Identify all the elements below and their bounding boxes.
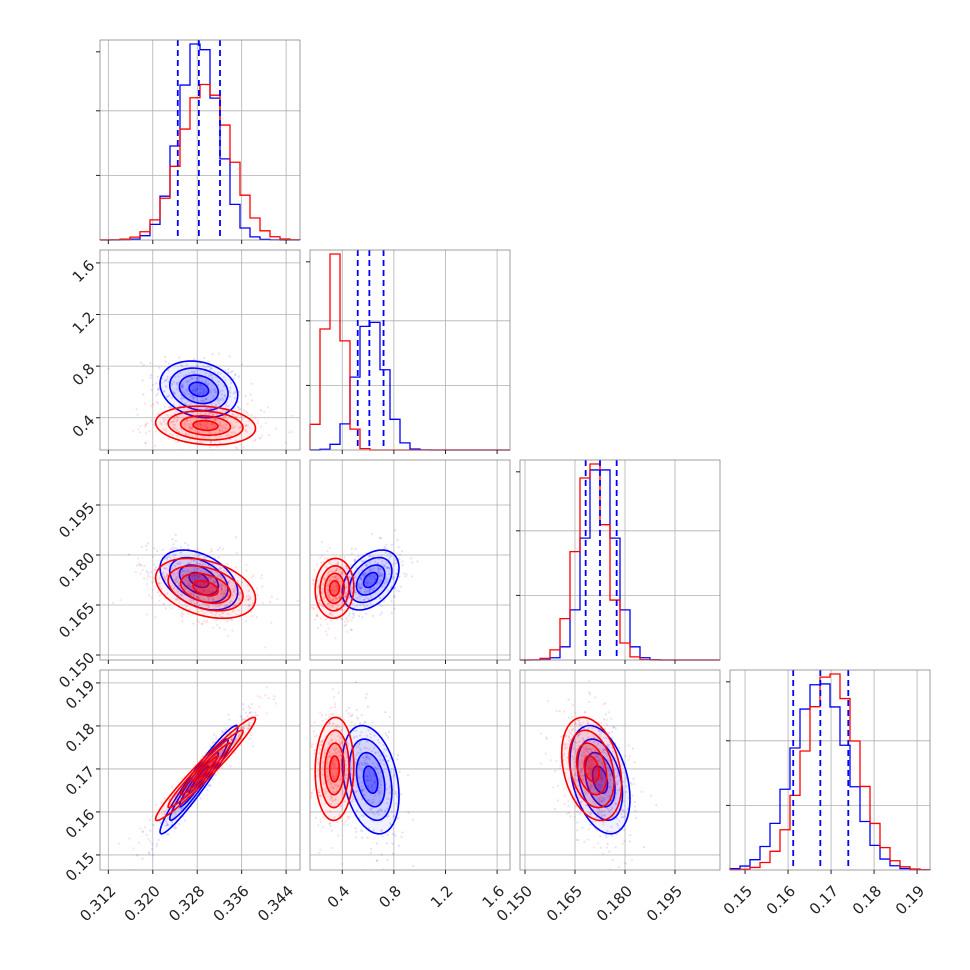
- y-tick-label: 1.6: [69, 257, 99, 287]
- contour-line: [188, 571, 210, 589]
- x-tick-label: 0.16: [763, 882, 799, 918]
- contour-line: [168, 556, 229, 604]
- contour-line: [167, 410, 244, 441]
- y-tick-label: 0.15: [62, 849, 98, 885]
- contour-line: [560, 716, 623, 822]
- y-tick-label: 0.4: [69, 411, 99, 441]
- contour-line: [178, 374, 220, 405]
- y-tick-label: 0.17: [62, 763, 98, 799]
- panel-2d-1-0: [99, 249, 301, 451]
- panel-2d-3-0: [99, 669, 301, 871]
- contour-line: [583, 755, 600, 783]
- histogram-line: [309, 253, 510, 451]
- contour-line: [591, 765, 609, 795]
- y-tick-label: 1.2: [69, 308, 99, 338]
- panel-hist-1: [306, 249, 511, 451]
- y-tick-label: 0.180: [55, 549, 98, 592]
- contour-line: [324, 572, 345, 605]
- contour-line: [192, 580, 219, 597]
- y-tick-label: 0.18: [62, 720, 98, 756]
- contour-line: [167, 565, 244, 612]
- scatter-points: [539, 679, 636, 869]
- x-tick-label: 0.8: [375, 882, 405, 912]
- panel-hist-3: [726, 669, 931, 871]
- histogram-line: [99, 83, 301, 241]
- contour-line: [319, 565, 350, 612]
- contour-line: [192, 755, 219, 783]
- x-tick-label: 0.18: [849, 882, 885, 918]
- x-tick-label: 1.2: [427, 882, 457, 912]
- y-tick-label: 0.8: [69, 360, 99, 390]
- contour-line: [188, 381, 210, 398]
- contour-line: [575, 742, 608, 796]
- x-tick-label: 0.312: [76, 882, 119, 925]
- contour-line: [341, 549, 400, 611]
- contour-line: [154, 716, 257, 822]
- x-tick-label: 0.195: [643, 882, 686, 925]
- contour-line: [355, 564, 386, 596]
- histogram-line: [100, 43, 300, 241]
- x-tick-label: 0.165: [543, 882, 586, 925]
- contour-line: [192, 419, 219, 432]
- x-tick-label: 0.320: [121, 882, 164, 925]
- y-tick-label: 0.195: [55, 499, 98, 542]
- panel-2d-3-1: [309, 669, 511, 871]
- contour-line: [179, 742, 232, 796]
- contour-line: [159, 360, 239, 419]
- x-tick-label: 0.336: [210, 882, 253, 925]
- panel-hist-2: [516, 459, 721, 661]
- contour-line: [362, 765, 379, 795]
- y-tick-label: 0.165: [55, 599, 98, 642]
- x-tick-label: 0.17: [806, 882, 842, 918]
- x-tick-label: 0.328: [165, 882, 208, 925]
- contour-line: [314, 716, 355, 822]
- contour-line: [154, 405, 257, 446]
- histogram-line: [729, 683, 931, 871]
- contour-line: [328, 755, 341, 783]
- contour-line: [179, 415, 232, 436]
- panel-2d-3-2: [519, 669, 721, 871]
- x-tick-label: 0.4: [324, 882, 354, 912]
- contour-line: [355, 751, 386, 808]
- contour-line: [168, 367, 229, 412]
- contour-line: [167, 729, 244, 809]
- panel-hist-0: [96, 39, 301, 241]
- x-tick-label: 0.180: [593, 882, 636, 925]
- contour-line: [362, 571, 379, 589]
- histogram-line: [729, 673, 931, 871]
- panel-2d-2-0: [99, 459, 301, 661]
- contour-line: [324, 742, 345, 796]
- contour-line: [568, 729, 615, 809]
- contour-line: [178, 564, 220, 596]
- panel-2d-2-1: [309, 459, 511, 661]
- scatter-points: [545, 691, 658, 870]
- contour-line: [159, 724, 239, 835]
- contour-line: [319, 729, 350, 809]
- x-tick-label: 0.344: [254, 882, 297, 925]
- contour-line: [328, 580, 341, 597]
- contour-line: [154, 557, 257, 620]
- contour-line: [314, 557, 355, 620]
- x-tick-label: 0.19: [892, 882, 928, 918]
- contour-line: [341, 724, 400, 835]
- y-tick-label: 0.16: [62, 806, 98, 842]
- contour-line: [179, 572, 232, 605]
- x-tick-label: 0.15: [720, 882, 756, 918]
